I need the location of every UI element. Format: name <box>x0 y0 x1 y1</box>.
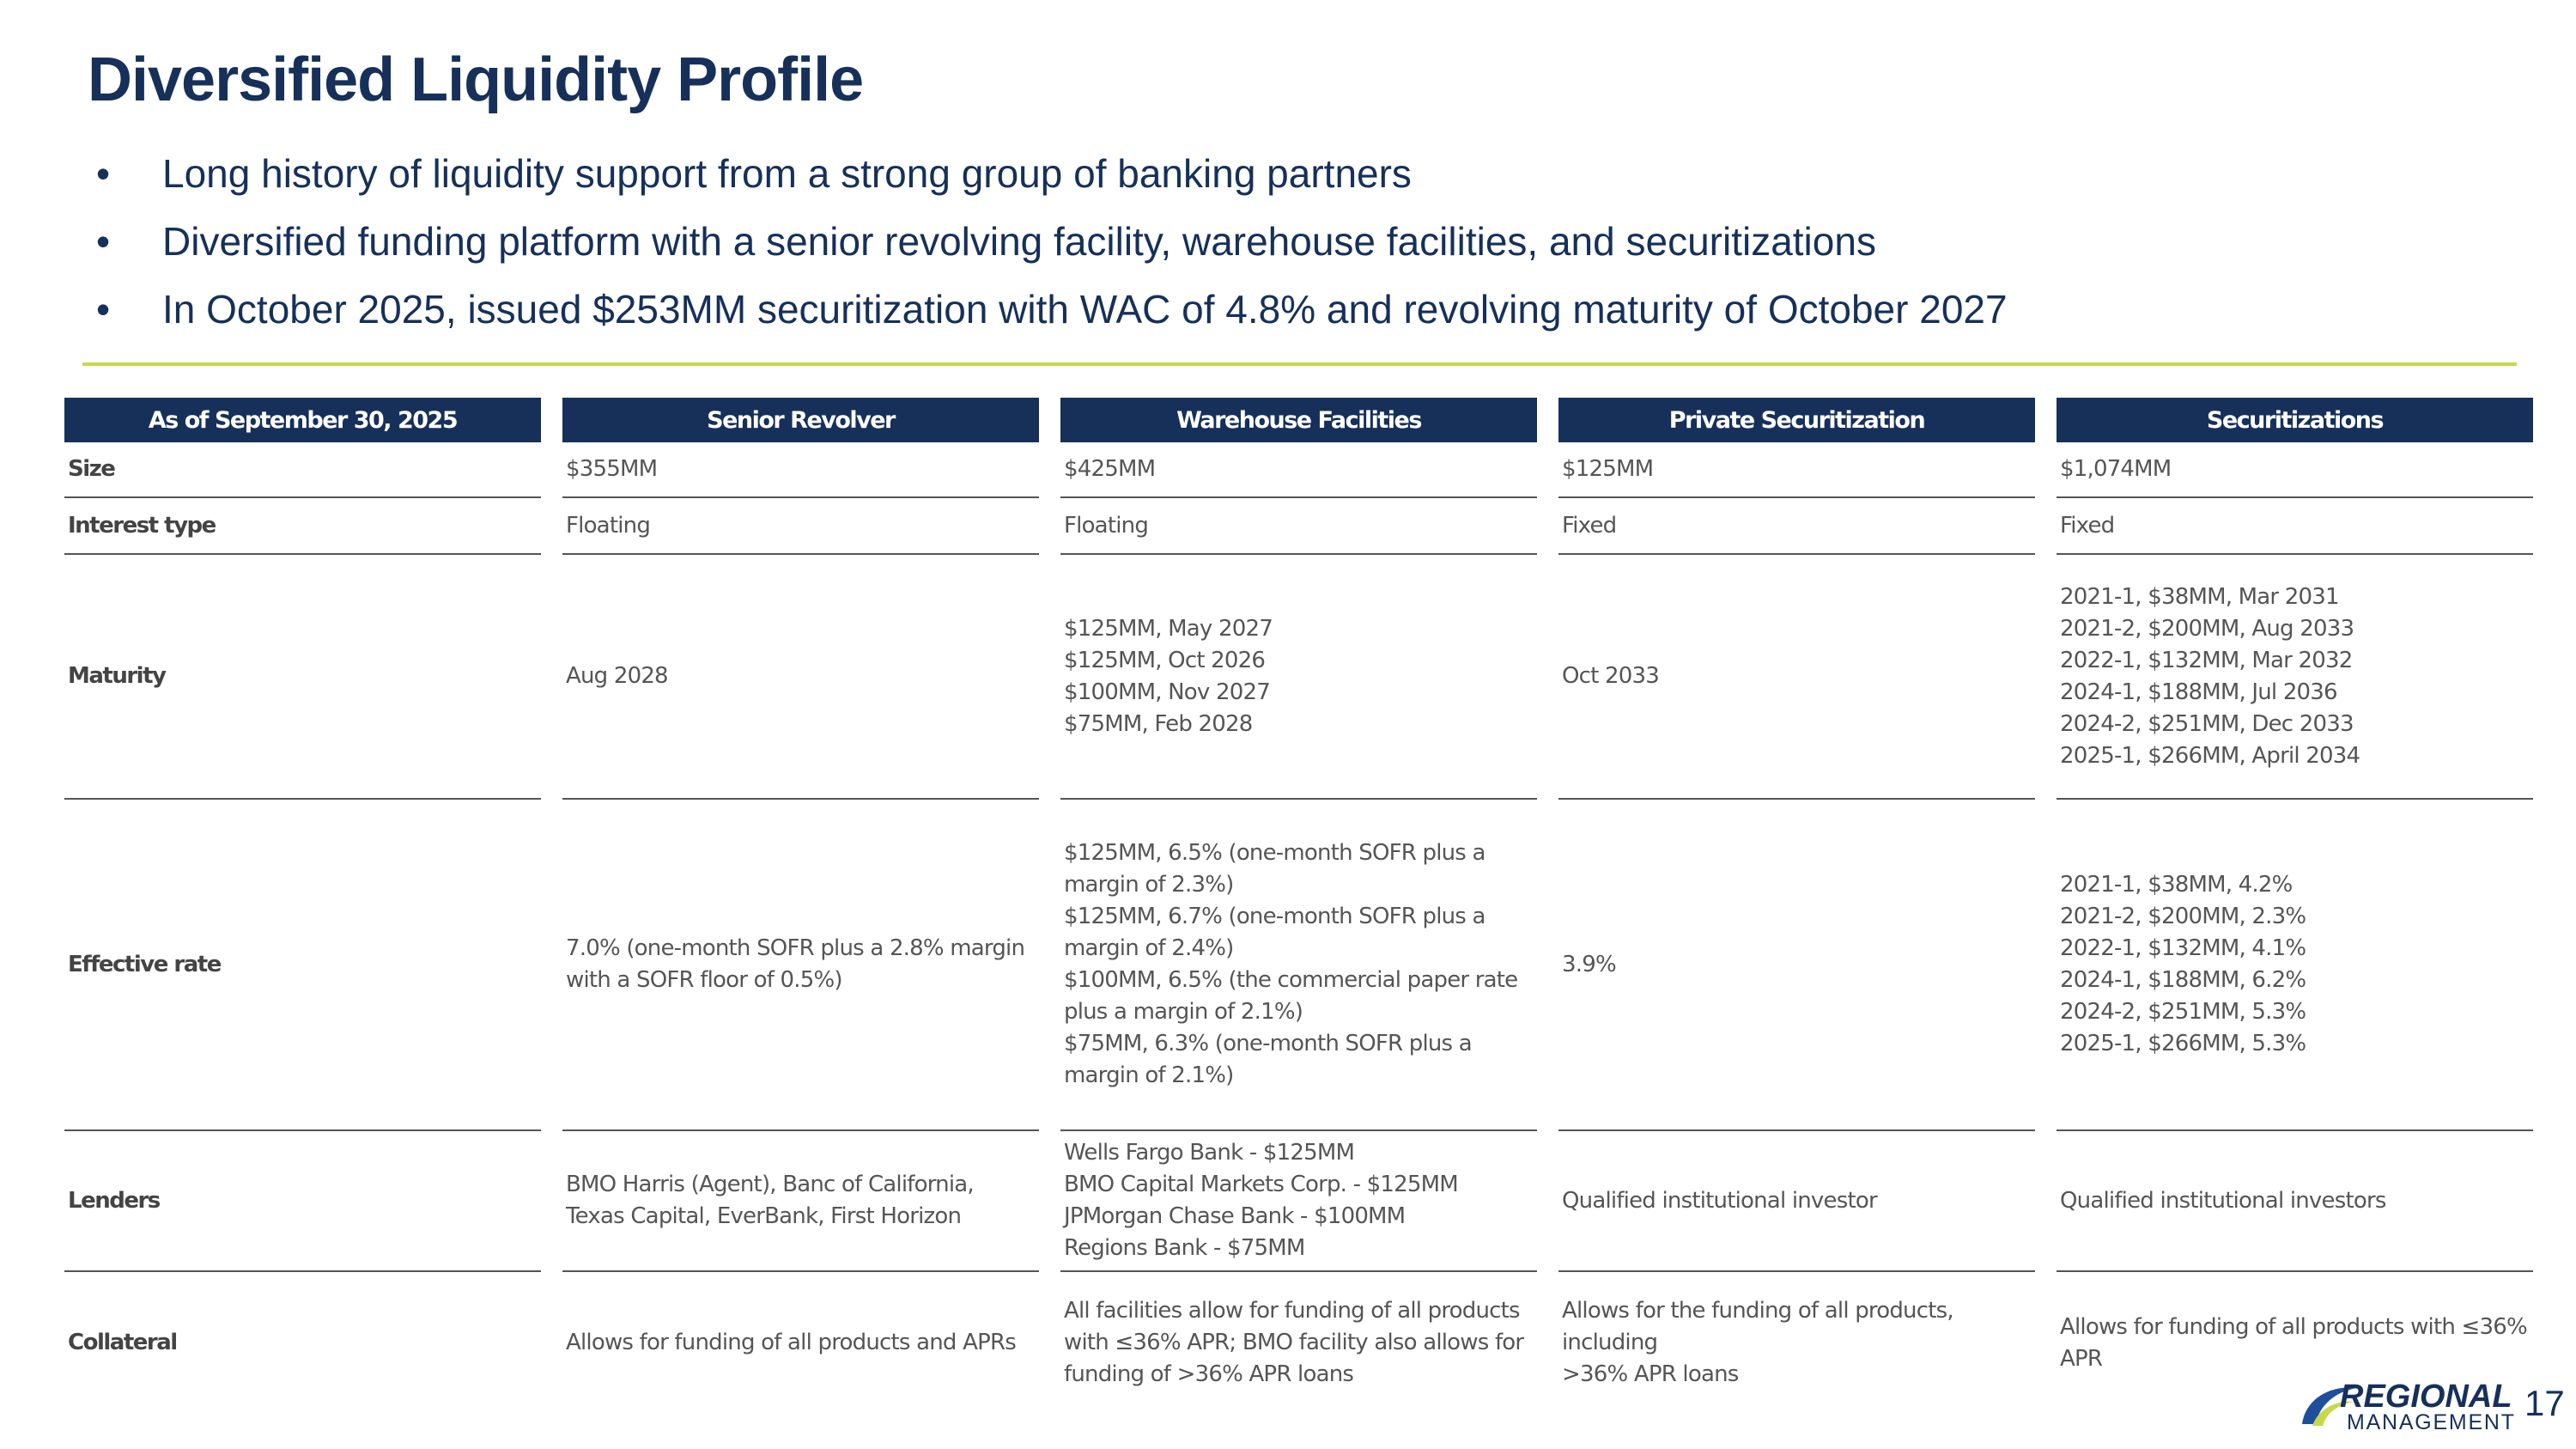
cell-text: 2021-1, $38MM, Mar 2031 <box>2060 583 2340 610</box>
column-header: Senior Revolver <box>562 398 1039 442</box>
bullet-list: Long history of liquidity support from a… <box>96 144 2008 348</box>
logo-swoosh-accent <box>2312 1401 2354 1426</box>
cell-text: Qualified institutional investor <box>1562 1187 1878 1214</box>
cell-text: Oct 2033 <box>1562 663 1660 689</box>
cell-text: $125MM <box>1562 456 1654 482</box>
cell: Allows for the funding of all products, … <box>1558 1272 2035 1414</box>
cell: Fixed <box>1558 498 2035 555</box>
cell-text: 2022-1, $132MM, 4.1% <box>2060 935 2306 961</box>
cell-text: BMO Capital Markets Corp. - $125MM <box>1064 1172 1459 1197</box>
cell-text: Floating <box>1064 512 1149 539</box>
cell: 2021-1, $38MM, 4.2% 2021-2, $200MM, 2.3% 2… <box>2057 800 2533 1131</box>
cell-text: 3.9% <box>1562 951 1617 977</box>
cell-text: 2021-1, $38MM, 4.2% <box>2060 872 2293 898</box>
cell: $125MM, May 2027 $125MM, Oct 2026 $100MM, … <box>1060 555 1537 800</box>
cell-text: JPMorgan Chase Bank - $100MM <box>1064 1203 1406 1229</box>
page-number: 17 <box>2524 1383 2565 1423</box>
cell-text: Aug 2028 <box>566 663 669 689</box>
cell-text: $355MM <box>566 456 658 482</box>
cell: 7.0% (one-month SOFR plus a 2.8% margin … <box>562 800 1039 1131</box>
cell-text: 7.0% (one-month SOFR plus a 2.8% margin … <box>566 935 1025 993</box>
column-header: Securitizations <box>2057 398 2533 442</box>
row-label-cell: Lenders <box>64 1131 541 1272</box>
cell-text: $425MM <box>1064 456 1156 482</box>
cell: Wells Fargo Bank - $125MM BMO Capital Mar… <box>1060 1131 1537 1272</box>
cell: Allows for funding of all products and A… <box>562 1272 1039 1414</box>
cell: Qualified institutional investor <box>1558 1131 2035 1272</box>
row-label-cell: Effective rate <box>64 800 541 1131</box>
cell-text: 2024-1, $188MM, Jul 2036 <box>2060 679 2338 705</box>
cell: Aug 2028 <box>562 555 1039 800</box>
cell-text: Regions Bank - $75MM <box>1064 1235 1305 1261</box>
column-header: Private Securitization <box>1558 398 2035 442</box>
column-header: Warehouse Facilities <box>1060 398 1537 442</box>
cell: 3.9% <box>1558 800 2035 1131</box>
cell: Allows for funding of all products with … <box>2057 1272 2533 1414</box>
cell: $125MM, 6.5% (one-month SOFR plus a marg… <box>1060 800 1537 1131</box>
bullet: Long history of liquidity support from a… <box>96 144 2008 212</box>
cell: All facilities allow for funding of all … <box>1060 1272 1537 1414</box>
cell-text: $125MM, 6.5% (one-month SOFR plus a marg… <box>1064 840 1485 898</box>
cell: 2021-1, $38MM, Mar 2031 2021-2, $200MM, A… <box>2057 555 2533 800</box>
row-label-cell: Collateral <box>64 1272 541 1414</box>
cell: $425MM <box>1060 442 1537 498</box>
cell: Floating <box>1060 498 1537 555</box>
cell: $1,074MM <box>2057 442 2533 498</box>
cell: $355MM <box>562 442 1039 498</box>
cell-text: All facilities allow for funding of all … <box>1064 1298 1524 1387</box>
row-label: Maturity <box>68 663 167 689</box>
cell-text: 2024-2, $251MM, Dec 2033 <box>2060 710 2354 737</box>
title: Diversified Liquidity Profile <box>88 46 864 114</box>
column-header: As of September 30, 2025 <box>64 398 541 442</box>
cell-text: $100MM, 6.5% (the commercial paper rate … <box>1064 967 1518 1025</box>
row-label-cell: Interest type <box>64 498 541 555</box>
table: As of September 30, 2025 Senior Revolver W… <box>64 398 2533 1414</box>
cell-text: Allows for the funding of all products, … <box>1562 1298 1954 1355</box>
cell-text: Wells Fargo Bank - $125MM <box>1064 1140 1355 1166</box>
row-label-cell: Maturity <box>64 555 541 800</box>
cell-text: Floating <box>566 512 651 539</box>
cell-text: 2024-1, $188MM, 6.2% <box>2060 967 2306 993</box>
logo-text: REGIONAL <box>2340 1379 2512 1415</box>
cell-text: 2021-2, $200MM, Aug 2033 <box>2060 615 2354 642</box>
cell-text: Qualified institutional investors <box>2060 1187 2386 1214</box>
cell-text: Fixed <box>2060 512 2115 539</box>
row-label: Collateral <box>68 1330 178 1355</box>
bullet: In October 2025, issued $253MM securitiz… <box>96 280 2008 348</box>
divider <box>82 362 2517 366</box>
row-label: Lenders <box>68 1187 161 1214</box>
cell-text: 2025-1, $266MM, 5.3% <box>2060 1031 2306 1056</box>
cell-text: Allows for funding of all products with … <box>2060 1313 2528 1372</box>
cell-text: BMO Harris (Agent), Banc of California, … <box>566 1172 975 1229</box>
cell-text: 2021-2, $200MM, 2.3% <box>2060 904 2306 929</box>
cell: BMO Harris (Agent), Banc of California, … <box>562 1131 1039 1272</box>
cell-text: $75MM, 6.3% (one-month SOFR plus a margi… <box>1064 1031 1473 1088</box>
cell: Qualified institutional investors <box>2057 1131 2533 1272</box>
cell: Oct 2033 <box>1558 555 2035 800</box>
row-label: Effective rate <box>68 951 222 977</box>
cell-text: 2022-1, $132MM, Mar 2032 <box>2060 647 2353 673</box>
cell-text: >36% APR loans <box>1562 1361 1739 1387</box>
cell: Floating <box>562 498 1039 555</box>
cell-text: $75MM, Feb 2028 <box>1064 710 1253 737</box>
row-label: Size <box>68 456 116 482</box>
cell-text: Allows for funding of all products and A… <box>566 1330 1017 1355</box>
row-label: Interest type <box>68 512 216 539</box>
cell-text: $100MM, Nov 2027 <box>1064 679 1271 705</box>
cell-text: 2024-2, $251MM, 5.3% <box>2060 999 2306 1025</box>
cell-text: $125MM, Oct 2026 <box>1064 647 1266 673</box>
cell-text: Fixed <box>1562 512 1617 539</box>
logo-subtext: MANAGEMENT <box>2347 1410 2514 1433</box>
cell-text: 2025-1, $266MM, April 2034 <box>2060 742 2360 769</box>
row-label-cell: Size <box>64 442 541 498</box>
cell-text: $1,074MM <box>2060 456 2172 482</box>
cell: Fixed <box>2057 498 2533 555</box>
cell: $125MM <box>1558 442 2035 498</box>
cell-text: $125MM, 6.7% (one-month SOFR plus a marg… <box>1064 904 1485 961</box>
bullet: Diversified funding platform with a seni… <box>96 212 2008 280</box>
logo: REGIONAL MANAGEMENT <box>2302 1379 2514 1433</box>
logo-swoosh <box>2302 1387 2357 1424</box>
cell-text: $125MM, May 2027 <box>1064 615 1273 642</box>
